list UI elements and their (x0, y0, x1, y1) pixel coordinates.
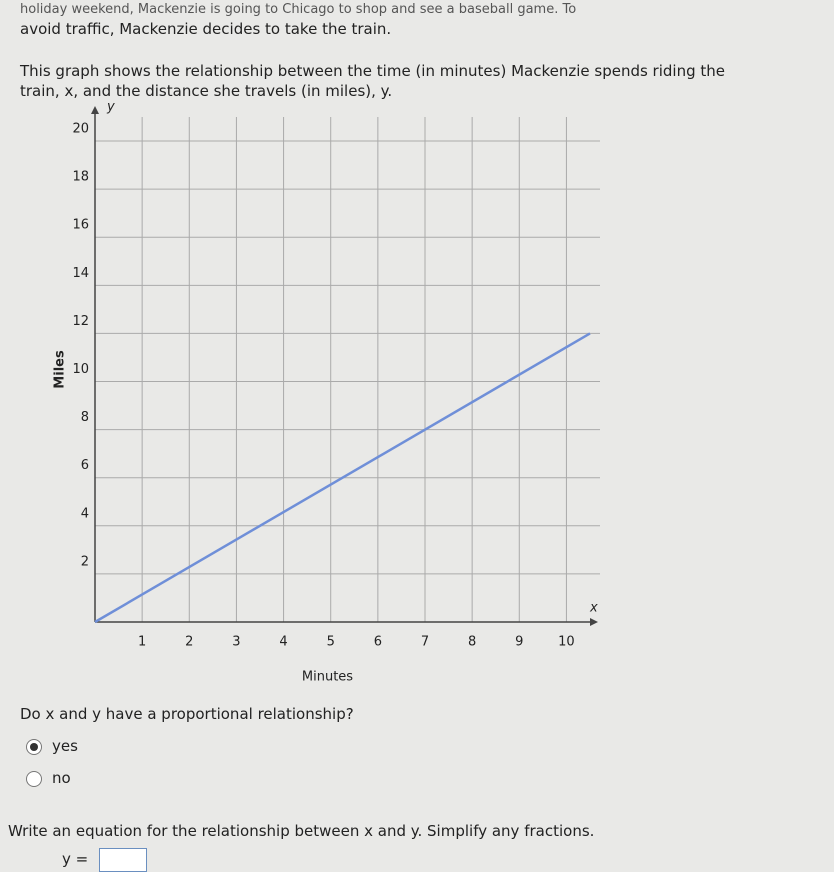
intro-line-2: avoid traffic, Mackenzie decides to take… (20, 20, 392, 38)
x-tick-label: 3 (232, 635, 240, 650)
y-tick-label: 4 (81, 506, 89, 521)
y-axis-label: Miles (53, 350, 68, 389)
y-tick-label: 2 (81, 554, 89, 569)
data-line (94, 332, 591, 624)
y-tick-label: 18 (72, 170, 89, 185)
option-yes[interactable]: yes (52, 737, 78, 755)
x-tick-label: 5 (327, 635, 335, 650)
y-tick-label: 20 (72, 122, 89, 137)
x-tick-label: 9 (515, 635, 523, 650)
x-tick-label: 4 (279, 635, 287, 650)
description-line-2: train, x, and the distance she travels (… (20, 82, 393, 100)
x-tick-label: 7 (421, 635, 429, 650)
description-line-1: This graph shows the relationship betwee… (20, 62, 725, 80)
y-tick-label: 10 (72, 362, 89, 377)
x-tick-label: 10 (558, 635, 575, 650)
y-tick-label: 8 (81, 410, 89, 425)
y-tick-label: 16 (72, 218, 89, 233)
y-arrow (91, 106, 99, 114)
option-no[interactable]: no (52, 769, 71, 787)
radio-yes[interactable] (26, 739, 42, 755)
intro-line-1: holiday weekend, Mackenzie is going to C… (20, 2, 577, 17)
x-tick-label: 1 (138, 635, 146, 650)
x-tick-label: 2 (185, 635, 193, 650)
x-tick-label: 6 (374, 635, 382, 650)
x-tick-label: 8 (468, 635, 476, 650)
x-axis-name: x (589, 601, 598, 616)
y-tick-label: 14 (72, 266, 89, 281)
x-arrow (590, 618, 598, 626)
answer-input[interactable] (99, 848, 147, 872)
y-tick-label: 6 (81, 458, 89, 473)
equation-label: y = (62, 850, 89, 868)
y-tick-label: 12 (72, 314, 89, 329)
y-axis-name: y (106, 100, 115, 115)
radio-no[interactable] (26, 771, 42, 787)
question-2: Write an equation for the relationship b… (8, 822, 595, 840)
x-axis-label: Minutes (302, 670, 353, 685)
question-1: Do x and y have a proportional relations… (20, 705, 354, 723)
